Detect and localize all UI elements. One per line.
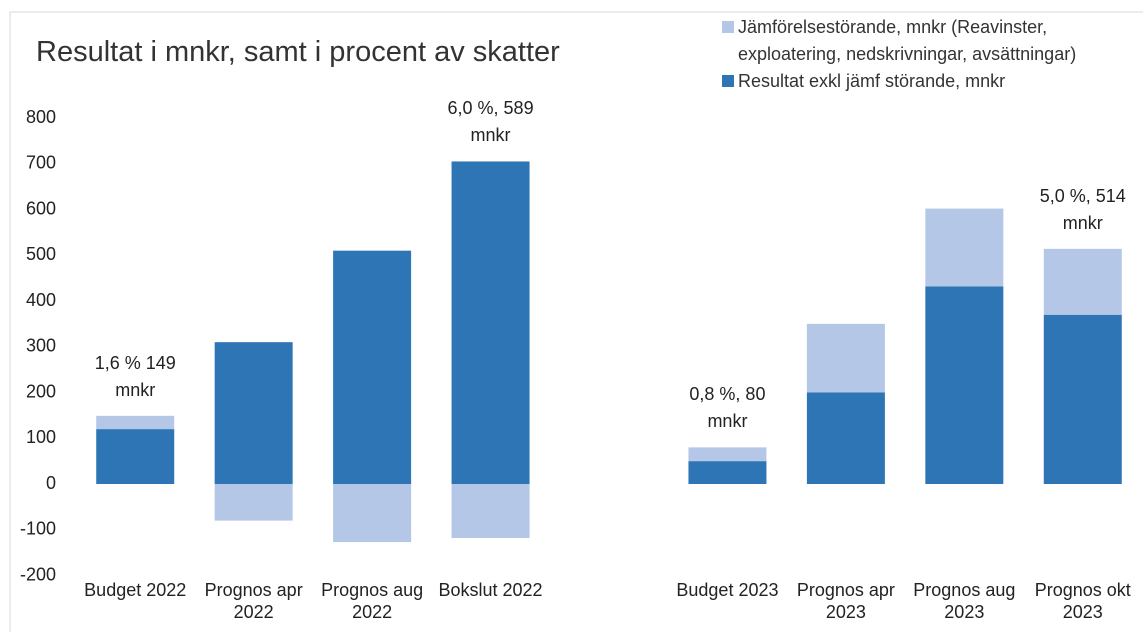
annotation: 6,0 %, 589 mnkr xyxy=(447,98,534,146)
annotation: 1,6 % 149 mnkr xyxy=(94,352,176,400)
y-tick-label: 300 xyxy=(26,336,56,356)
bar xyxy=(806,392,885,484)
bar xyxy=(1043,248,1122,315)
y-tick-label: 600 xyxy=(26,198,56,218)
y-tick-label: 200 xyxy=(26,381,56,401)
x-tick-label: Prognos apr 2022 xyxy=(204,580,303,622)
legend-item: Resultat exkl jämf störande, mnkr xyxy=(722,68,1132,95)
legend-item: Jämförelsestörande, mnkr (Reavinster, ex… xyxy=(722,14,1132,68)
legend-swatch xyxy=(722,21,734,33)
bar xyxy=(333,484,412,543)
legend-label: Jämförelsestörande, mnkr (Reavinster, ex… xyxy=(738,17,1077,64)
annotation: 5,0 %, 514 mnkr xyxy=(1039,185,1126,233)
bar xyxy=(688,461,767,484)
y-tick-label: 700 xyxy=(26,153,56,173)
x-tick-label: Bokslut 2022 xyxy=(438,580,543,600)
annotation: 0,8 %, 80 mnkr xyxy=(689,384,766,432)
bar xyxy=(96,415,175,430)
bar xyxy=(925,286,1004,484)
bar xyxy=(806,323,885,393)
frame xyxy=(9,11,1143,632)
bar xyxy=(451,484,530,538)
x-tick-label: Prognos apr 2023 xyxy=(796,580,895,622)
x-tick-label: Prognos okt 2023 xyxy=(1034,580,1131,622)
x-tick-label: Budget 2023 xyxy=(676,580,779,600)
bar xyxy=(214,484,293,521)
legend-swatch xyxy=(722,75,734,87)
y-tick-label: 400 xyxy=(26,290,56,310)
legend-label: Resultat exkl jämf störande, mnkr xyxy=(738,71,1006,91)
y-tick-label: 100 xyxy=(26,427,56,447)
y-tick-label: -200 xyxy=(20,564,56,584)
bar xyxy=(688,447,767,462)
y-tick-label: 500 xyxy=(26,244,56,264)
x-tick-label: Budget 2022 xyxy=(84,580,187,600)
y-tick-label: -100 xyxy=(20,519,56,539)
x-tick-label: Prognos aug 2023 xyxy=(913,580,1016,622)
bar xyxy=(214,342,293,484)
bar xyxy=(451,161,530,484)
bar xyxy=(333,250,412,484)
bar xyxy=(1043,314,1122,484)
bar xyxy=(925,208,1004,287)
chart-title: Resultat i mnkr, samt i procent av skatt… xyxy=(36,36,560,68)
y-tick-label: 0 xyxy=(46,473,56,493)
legend: Jämförelsestörande, mnkr (Reavinster, ex… xyxy=(722,14,1132,95)
y-tick-label: 800 xyxy=(26,107,56,127)
bar xyxy=(96,429,175,484)
x-tick-label: Prognos aug 2022 xyxy=(321,580,424,622)
